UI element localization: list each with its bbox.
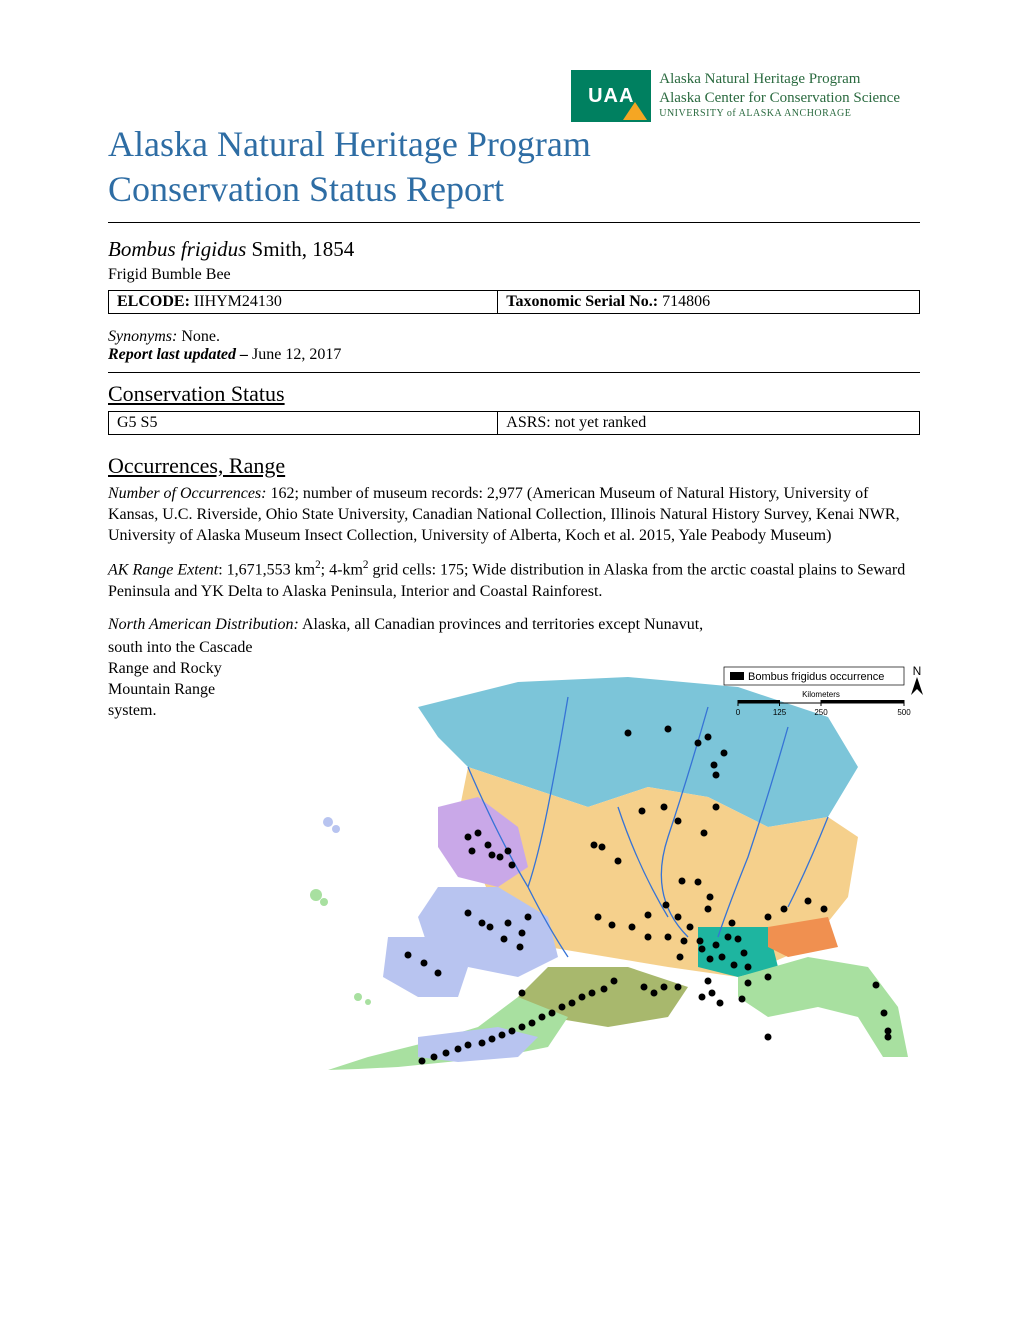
- synonyms-label: Synonyms:: [108, 328, 177, 345]
- header-logo: UAA Alaska Natural Heritage Program Alas…: [571, 70, 900, 122]
- svg-text:500: 500: [897, 708, 911, 717]
- status-table: G5 S5 ASRS: not yet ranked: [108, 411, 920, 435]
- logo-line3: UNIVERSITY of ALASKA ANCHORAGE: [659, 108, 900, 121]
- alaska-map: Bombus frigidus occurrence N 0 125 250 500 Kil…: [268, 637, 928, 1122]
- title-line2: Conservation Status Report: [108, 169, 504, 209]
- authority: Smith, 1854: [246, 237, 354, 261]
- svg-text:Kilometers: Kilometers: [802, 690, 840, 699]
- section-rule-1: [108, 372, 920, 373]
- status-rank: G5 S5: [117, 414, 157, 431]
- updated-line: Report last updated – June 12, 2017: [108, 346, 920, 364]
- map-side-text: south into the Cascade Range and Rocky M…: [108, 637, 258, 1122]
- synonyms-value: None.: [177, 328, 220, 345]
- title-line1: Alaska Natural Heritage Program: [108, 124, 591, 164]
- logo-line2: Alaska Center for Conservation Science: [659, 89, 900, 108]
- scientific-name: Bombus frigidus: [108, 237, 246, 261]
- updated-value: June 12, 2017: [252, 346, 341, 363]
- page: UAA Alaska Natural Heritage Program Alas…: [0, 0, 1020, 1320]
- na-text: Alaska, all Canadian provinces and terri…: [299, 616, 703, 633]
- species-line: Bombus frigidus Smith, 1854: [108, 237, 920, 262]
- common-name: Frigid Bumble Bee: [108, 266, 920, 284]
- extent-label: AK Range Extent: [108, 562, 218, 579]
- logo-text-block: Alaska Natural Heritage Program Alaska C…: [659, 70, 900, 120]
- range-extent-paragraph: AK Range Extent: 1,671,553 km2; 4-km2 gr…: [108, 558, 920, 602]
- title-rule: [108, 222, 920, 223]
- occurrences-paragraph: Number of Occurrences: 162; number of mu…: [108, 483, 920, 546]
- tsn-label: Taxonomic Serial No.:: [506, 293, 662, 310]
- num-occ-label: Number of Occurrences:: [108, 485, 266, 502]
- status-asrs: ASRS: not yet ranked: [506, 414, 646, 431]
- na-label: North American Distribution:: [108, 616, 299, 633]
- elcode-label: ELCODE:: [117, 293, 194, 310]
- na-distribution-paragraph: North American Distribution: Alaska, all…: [108, 614, 920, 635]
- occurrences-heading: Occurrences, Range: [108, 453, 920, 479]
- synonyms-line: Synonyms: None.: [108, 328, 920, 346]
- svg-text:N: N: [913, 664, 922, 678]
- logo-line1: Alaska Natural Heritage Program: [659, 70, 900, 89]
- svg-text:250: 250: [814, 708, 828, 717]
- updated-label: Report last updated –: [108, 346, 252, 363]
- extent-text-a: : 1,671,553 km: [218, 562, 315, 579]
- conservation-heading: Conservation Status: [108, 381, 920, 407]
- svg-text:0: 0: [736, 708, 741, 717]
- logo-triangle-icon: [623, 102, 647, 120]
- map-wrap: south into the Cascade Range and Rocky M…: [108, 637, 920, 1122]
- svg-text:Bombus frigidus occurrence: Bombus frigidus occurrence: [748, 671, 884, 683]
- codes-table: ELCODE: IIHYM24130 Taxonomic Serial No.:…: [108, 290, 920, 314]
- tsn-value: 714806: [662, 293, 710, 310]
- elcode-value: IIHYM24130: [194, 293, 282, 310]
- report-title: Alaska Natural Heritage Program Conserva…: [108, 122, 920, 212]
- svg-text:125: 125: [773, 708, 787, 717]
- extent-text-b: ; 4-km: [321, 562, 363, 579]
- logo-badge: UAA: [571, 70, 651, 122]
